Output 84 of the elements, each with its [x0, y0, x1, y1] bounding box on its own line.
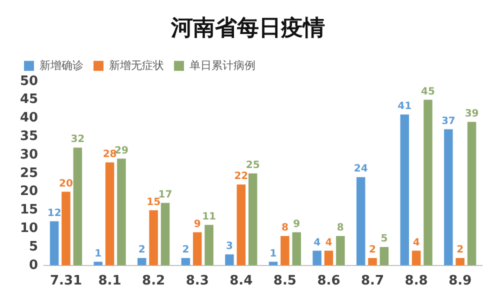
- y-tick-label: 45: [20, 92, 38, 108]
- data-label: 25: [246, 160, 260, 171]
- bar: [50, 221, 59, 266]
- data-label: 2: [182, 244, 190, 256]
- bar: [181, 258, 190, 266]
- bar: [400, 114, 410, 266]
- bar: [94, 262, 102, 266]
- x-tick-label: 8.6: [317, 274, 340, 289]
- bar: [356, 177, 366, 266]
- bar: [324, 250, 334, 266]
- data-label: 24: [354, 164, 368, 175]
- bar: [424, 100, 432, 266]
- bar: [225, 254, 234, 266]
- y-tick-label: 30: [20, 147, 38, 162]
- bar: [105, 162, 114, 266]
- bar: [192, 232, 202, 266]
- data-label: 12: [47, 208, 62, 219]
- y-tick-label: 5: [29, 239, 38, 254]
- x-tick-label: 8.2: [142, 274, 166, 289]
- x-tick-label: 8.9: [448, 274, 472, 289]
- y-tick-label: 50: [20, 74, 38, 89]
- bar: [467, 122, 476, 266]
- y-tick-label: 10: [20, 220, 38, 236]
- data-label: 41: [398, 101, 412, 112]
- data-label: 45: [421, 86, 435, 98]
- x-tick-label: 8.5: [273, 274, 296, 289]
- bar: [444, 129, 453, 266]
- bar: [62, 192, 70, 266]
- data-label: 17: [158, 189, 172, 200]
- bar: [312, 250, 322, 266]
- bar: [73, 148, 82, 266]
- data-label: 4: [314, 237, 321, 248]
- bar: [204, 224, 214, 266]
- x-tick-label: 8.3: [186, 274, 209, 289]
- data-label: 15: [146, 196, 161, 208]
- bar: [248, 173, 258, 266]
- data-label: 4: [325, 237, 332, 248]
- x-tick-label: 8.4: [230, 274, 253, 289]
- data-label: 2: [369, 244, 376, 256]
- data-label: 8: [281, 222, 288, 234]
- data-label: 11: [202, 212, 216, 223]
- data-label: 1: [270, 248, 277, 260]
- y-tick-label: 35: [20, 128, 38, 144]
- x-tick-label: 8.1: [98, 274, 122, 289]
- data-label: 32: [70, 134, 85, 146]
- legend-label: 新增确诊: [40, 58, 84, 72]
- data-label: 1: [94, 248, 102, 260]
- legend-label: 新增无症状: [109, 58, 164, 72]
- bar: [236, 184, 246, 266]
- data-label: 9: [194, 218, 201, 230]
- y-tick-label: 15: [20, 202, 38, 218]
- legend-label: 单日累计病例: [190, 58, 256, 72]
- data-label: 2: [138, 244, 146, 256]
- data-label: 5: [380, 234, 388, 245]
- y-tick-label: 25: [20, 166, 38, 181]
- bar: [292, 232, 301, 266]
- data-label: 2: [456, 244, 464, 256]
- bar: [336, 236, 345, 266]
- bar: [117, 158, 126, 266]
- bar: [160, 202, 170, 266]
- x-tick-label: 7.31: [50, 274, 82, 289]
- data-label: 8: [336, 222, 344, 234]
- bar: [149, 210, 158, 266]
- bar: [412, 250, 421, 266]
- x-tick-label: 8.8: [404, 274, 428, 289]
- y-tick-label: 20: [20, 184, 38, 200]
- data-label: 39: [464, 108, 479, 120]
- data-label: 9: [293, 218, 300, 230]
- data-label: 37: [441, 116, 456, 127]
- x-tick-label: 8.7: [361, 274, 384, 289]
- bar: [268, 262, 278, 266]
- data-label: 20: [59, 178, 73, 190]
- data-label: 28: [102, 148, 117, 160]
- bar: [138, 258, 146, 266]
- data-label: 4: [412, 237, 420, 248]
- bar: [368, 258, 377, 266]
- y-tick-label: 40: [20, 110, 38, 126]
- y-tick-label: 0: [29, 258, 38, 273]
- chart-title: 河南省每日疫情: [170, 16, 325, 41]
- bar: [380, 247, 389, 266]
- bar: [456, 258, 464, 266]
- bar: [280, 236, 290, 266]
- data-label: 22: [234, 171, 248, 182]
- data-label: 3: [226, 240, 233, 252]
